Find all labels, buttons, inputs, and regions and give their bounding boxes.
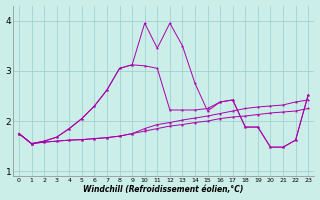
X-axis label: Windchill (Refroidissement éolien,°C): Windchill (Refroidissement éolien,°C) xyxy=(84,185,244,194)
